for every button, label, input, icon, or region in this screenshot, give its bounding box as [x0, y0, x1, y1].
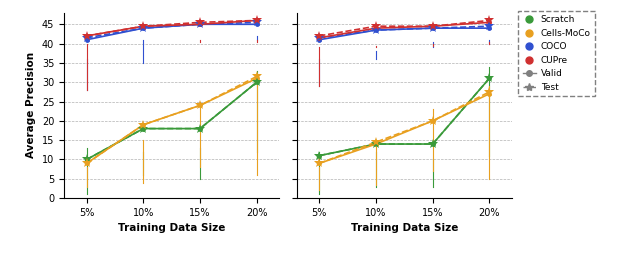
Legend: Scratch, Cells-MoCo, COCO, CUPre, Valid, Test: Scratch, Cells-MoCo, COCO, CUPre, Valid,…: [518, 11, 595, 97]
X-axis label: Training Data Size: Training Data Size: [118, 224, 225, 233]
X-axis label: Training Data Size: Training Data Size: [351, 224, 458, 233]
Y-axis label: Average Precision: Average Precision: [26, 52, 36, 158]
